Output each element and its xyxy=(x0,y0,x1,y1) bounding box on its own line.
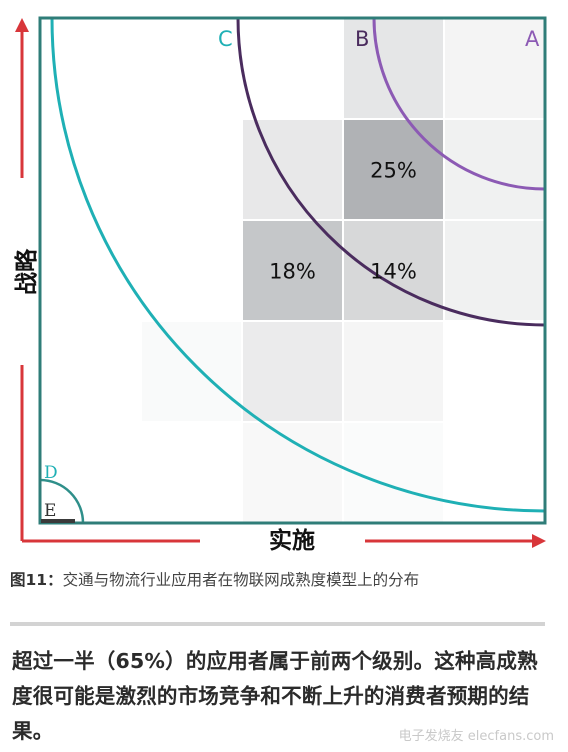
grid-cell-r2-c2 xyxy=(243,221,342,320)
arc-label-e: E xyxy=(44,501,56,521)
plot-frame xyxy=(38,16,547,525)
figure-caption-text: 交通与物流行业应用者在物联网成熟度模型上的分布 xyxy=(62,571,420,589)
arc-label-c: C xyxy=(218,27,233,51)
maturity-diagram: A B C D E 25% 18% 14% 战略 实施 xyxy=(13,16,547,554)
summary-paragraph: 超过一半（65%）的应用者属于前两个级别。这种高成熟度很可能是激烈的市场竞争和不… xyxy=(12,649,538,743)
grid-cell-r4-c2 xyxy=(243,423,342,522)
grid-cell-r2-c4 xyxy=(445,221,544,320)
watermark: 电子发烧友 elecfans.com xyxy=(398,729,554,744)
y-axis-arrowhead xyxy=(15,18,29,32)
grid-cell-r1-c2 xyxy=(243,120,342,219)
grid-cell-r3-c3 xyxy=(344,322,443,421)
grid-cell-r4-c3 xyxy=(344,423,443,522)
x-axis-arrowhead xyxy=(532,534,546,548)
arc-label-b: B xyxy=(355,27,369,51)
grid-cells xyxy=(142,19,544,522)
grid-cell-r1-c3 xyxy=(344,120,443,219)
arc-b xyxy=(236,18,545,327)
cell-labels: 25% 18% 14% xyxy=(269,159,417,284)
arc-label-d: D xyxy=(44,463,58,483)
arc-a xyxy=(372,18,545,191)
cell-label-r2-c2: 18% xyxy=(269,260,316,284)
y-axis-title: 战略 xyxy=(13,248,40,295)
figure-number: 图11： xyxy=(10,571,63,589)
grid-cell-r3-c1 xyxy=(142,322,241,421)
maturity-arcs xyxy=(40,18,545,523)
arc-d xyxy=(40,478,85,523)
x-axis-title: 实施 xyxy=(269,527,315,554)
arc-c xyxy=(50,18,545,513)
cell-label-r1-c3: 25% xyxy=(370,159,417,183)
grid-cell-r0-c4 xyxy=(445,19,544,118)
grid-cell-r2-c3 xyxy=(344,221,443,320)
figure-caption: 图11：交通与物流行业应用者在物联网成熟度模型上的分布 xyxy=(10,568,558,590)
cell-label-r2-c3: 14% xyxy=(370,260,417,284)
divider xyxy=(10,622,545,626)
grid-cell-r1-c4 xyxy=(445,120,544,219)
grid-cell-r0-c3 xyxy=(344,19,443,118)
grid-cell-r3-c2 xyxy=(243,322,342,421)
arc-label-a: A xyxy=(525,27,540,51)
